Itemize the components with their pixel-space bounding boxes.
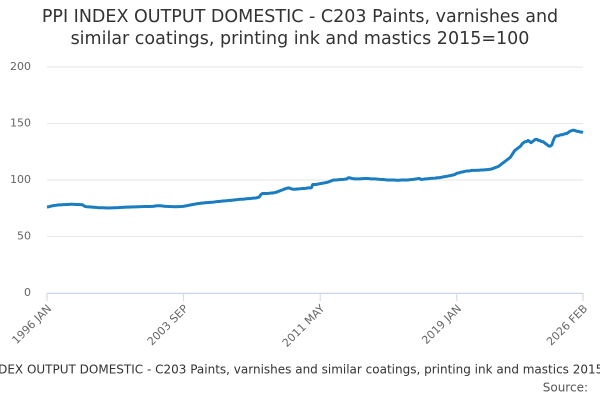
y-tick-label: 50: [17, 230, 31, 243]
x-tick-label: 2003 SEP: [145, 302, 191, 348]
line: [46, 128, 584, 210]
source: Source:: [543, 381, 588, 395]
y-tick-label: 200: [10, 60, 31, 73]
y-tick-label: 150: [10, 117, 31, 130]
x-tick-label: 1996 JAN: [9, 302, 54, 347]
x-tick-label: 2011 MAY: [280, 302, 328, 350]
y-tick-label: 0: [24, 286, 31, 299]
caption: PPI INDEX OUTPUT DOMESTIC - C203 Paints,…: [0, 363, 600, 377]
y-tick-label: 100: [10, 173, 31, 186]
chart-title: PPI INDEX OUTPUT DOMESTIC - C203 Paints,…: [41, 7, 559, 49]
x-tick-label: 2026 FEB: [544, 302, 590, 348]
x-tick-label: 2019 JAN: [419, 302, 464, 347]
